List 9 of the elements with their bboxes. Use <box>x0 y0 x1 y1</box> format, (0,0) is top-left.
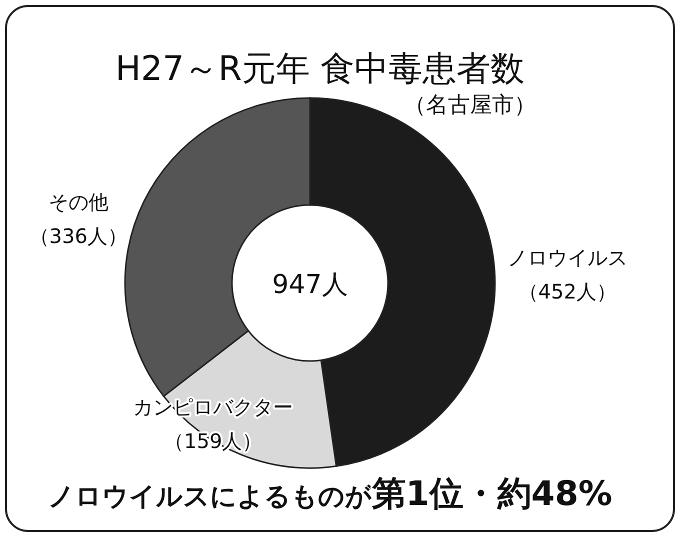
slice-label: カンピロバクター <box>133 395 294 420</box>
slice-label: ノロウイルス <box>507 245 628 270</box>
data-label: （336人） <box>29 224 128 248</box>
slice-label: その他 <box>48 190 108 214</box>
data-label: （452人） <box>518 279 616 304</box>
chart-title: H27～R元年 食中毒患者数 <box>115 49 525 89</box>
text: ノロウイルスによるものが第1位・約48% <box>48 474 612 513</box>
text: 947人 <box>272 270 348 300</box>
chart-subtitle: （名古屋市） <box>404 93 536 118</box>
